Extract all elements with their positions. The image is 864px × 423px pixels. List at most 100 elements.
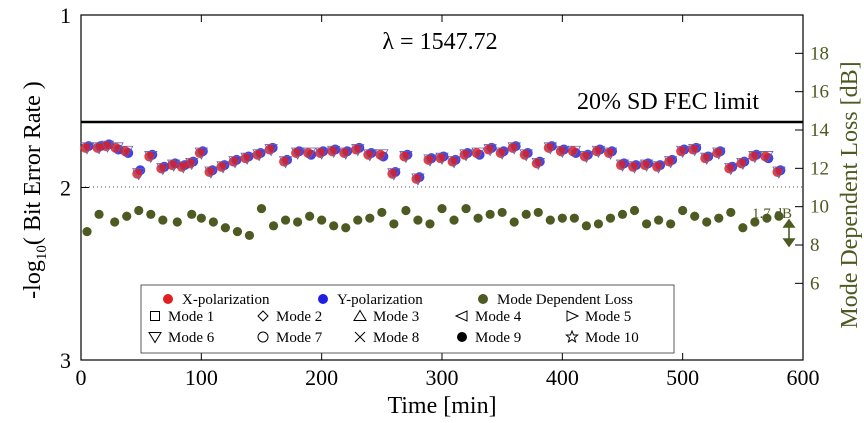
mdl-point [365, 213, 375, 223]
x-tick-label: 600 [787, 365, 820, 390]
mdl-point [738, 223, 748, 233]
ber-mode-marker [399, 151, 413, 164]
ber-mode-marker [264, 144, 278, 157]
mdl-point [329, 221, 339, 231]
ber-point-x-pol [351, 144, 362, 155]
ber-mode-marker [240, 152, 254, 166]
ber-point-x-pol [411, 173, 422, 184]
legend-marker-mode [353, 309, 367, 321]
ber-point-x-pol [567, 146, 578, 157]
ber-mode-marker [567, 145, 582, 159]
ber-mode-marker [736, 157, 750, 171]
legend-label-mode: Mode 9 [475, 330, 521, 346]
ber-mode-marker [579, 151, 594, 164]
ber-point-x-pol [279, 156, 290, 167]
legend-marker-mode [457, 332, 467, 342]
ber-mode-marker [435, 152, 449, 166]
mdl-point [461, 203, 471, 214]
x-tick-label: 500 [666, 365, 699, 390]
mdl-point [485, 209, 495, 219]
mdl-point [509, 217, 519, 227]
mdl-point [666, 219, 676, 229]
x-tick-label: 0 [76, 365, 87, 390]
ber-point-x-pol [603, 148, 614, 158]
y-tick-label-right: 10 [810, 197, 829, 218]
mdl-point [341, 223, 351, 233]
legend-label-mode: Mode 2 [276, 309, 322, 325]
ber-point-x-pol [724, 163, 735, 174]
ber-mode-marker [375, 149, 389, 162]
y-tick-label-left: 1 [60, 3, 71, 28]
ber-point-x-pol [736, 158, 747, 169]
ber-mode-marker [176, 161, 190, 174]
ber-point-x-pol [216, 161, 227, 172]
ber-point-x-pol [303, 148, 314, 158]
y-tick-label-right: 14 [810, 120, 830, 141]
mdl-range-arrow [782, 218, 796, 248]
ber-mode-marker [651, 161, 666, 174]
ber-point-x-pol [240, 153, 251, 164]
legend-marker-x-pol [163, 294, 173, 304]
mdl-point [557, 213, 567, 223]
mdl-point [593, 219, 604, 229]
ber-mode-marker [80, 142, 94, 155]
ber-mode-marker [447, 156, 461, 169]
x-axis-label: Time [min] [387, 393, 496, 419]
mdl-point [654, 215, 664, 225]
legend-marker-y-pol [318, 294, 328, 304]
ber-point-x-pol [772, 166, 783, 177]
ber-point-x-pol [120, 146, 131, 157]
ber-point-x-pol [375, 149, 386, 160]
y-tick-label-right: 16 [810, 82, 829, 103]
mdl-point [134, 205, 144, 216]
ber-point-x-pol [664, 156, 675, 167]
ber-mode-marker [110, 142, 124, 155]
legend-label-y-pol: Y-polarization [337, 292, 423, 308]
ber-point-x-pol [495, 148, 506, 158]
ber-point-x-pol [447, 156, 458, 167]
ber-mode-marker [339, 147, 353, 160]
legend-marker-mode [354, 331, 366, 343]
ber-point-x-pol [676, 146, 687, 157]
ber-mode-marker [748, 151, 762, 164]
mdl-point [158, 215, 168, 225]
ber-point-x-pol [543, 142, 554, 153]
ber-mode-marker [185, 157, 199, 171]
mdl-point [762, 213, 772, 223]
ber-point-x-pol [616, 160, 626, 171]
ber-point-x-pol [387, 168, 398, 179]
ber-mode-marker [555, 145, 570, 159]
ber-point-x-pol [471, 148, 482, 158]
legend-marker-mode [257, 331, 269, 343]
x-tick-label: 200 [305, 365, 338, 390]
mdl-point [377, 207, 387, 218]
ber-point-x-pol [760, 151, 771, 162]
ber-mode-marker [531, 157, 545, 171]
ber-mode-marker [724, 163, 738, 176]
mdl-point [122, 211, 132, 221]
legend-box [140, 284, 675, 354]
legend-marker-mode [454, 310, 468, 322]
mdl-point [605, 213, 616, 223]
mdl-point [208, 217, 218, 227]
mdl-annotation: 1.7 dB [752, 206, 792, 222]
ber-mode-marker [120, 145, 134, 159]
ber-mode-marker [712, 147, 726, 160]
ber-point-x-pol [640, 160, 651, 171]
legend-marker-mode [566, 310, 580, 322]
mdl-point [497, 207, 507, 218]
y-tick-label-right: 6 [810, 273, 820, 294]
ber-mode-marker [327, 145, 341, 159]
ber-point-x-pol [291, 148, 302, 158]
mdl-point [774, 211, 784, 221]
x-tick-label: 400 [546, 365, 579, 390]
mdl-point [714, 213, 724, 223]
y-tick-label-right: 18 [810, 43, 829, 64]
legend-label-mode: Mode 1 [168, 309, 214, 325]
ber-point-x-pol [156, 163, 167, 174]
mdl-point [187, 209, 197, 219]
ber-mode-marker [411, 173, 425, 186]
ber-mode-marker [302, 147, 317, 160]
ber-point-x-pol [110, 142, 121, 153]
